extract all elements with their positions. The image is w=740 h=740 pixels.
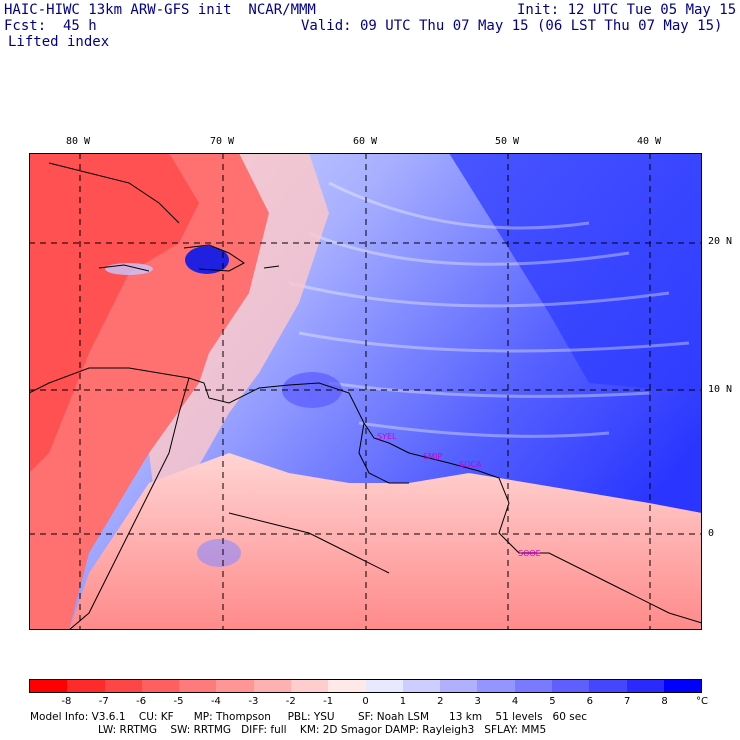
colorbar-segment (514, 680, 552, 692)
station-smjp: SMJP (423, 452, 443, 461)
forecast-hour: Fcst: 45 h (4, 18, 97, 34)
jamaica-pale-patch (105, 263, 153, 275)
transition-region (149, 153, 329, 533)
colorbar-segment (253, 680, 291, 692)
colorbar-segment (589, 680, 627, 692)
colorbar-segment (626, 680, 664, 692)
lon-label-70w: 70 W (210, 136, 235, 147)
coastlines (28, 162, 703, 631)
colorbar-tick-label: 1 (399, 696, 407, 707)
colorbar-segment (402, 680, 441, 692)
lon-label-60w: 60 W (353, 136, 378, 147)
model-info-line1: Model Info: V3.6.1 CU: KF MP: Thompson P… (30, 711, 587, 723)
colorbar-tick-label: 8 (661, 696, 668, 707)
colorbar-segment (104, 680, 142, 692)
colorbar-segment (141, 680, 180, 692)
lon-label-80w: 80 W (66, 136, 91, 147)
station-syel: SYEL (377, 432, 397, 441)
amazon-blue-patch (197, 539, 241, 567)
model-title: HAIC-HIWC 13km ARW-GFS init NCAR/MMM (4, 2, 316, 18)
colorbar-segment (365, 680, 403, 692)
colorbar (29, 679, 702, 693)
colorbar-tick-label: 7 (624, 696, 631, 707)
colorbar-tick-label: -6 (136, 696, 147, 707)
colorbar-segment (216, 680, 254, 692)
colorbar-segment (477, 680, 515, 692)
strong-unstable-region (29, 153, 199, 473)
colorbar-tick-label: 4 (511, 696, 519, 707)
hispaniola-blue-patch (185, 246, 229, 274)
colorbar-tick-label: -7 (98, 696, 109, 707)
station-soca: SOCA (459, 460, 482, 469)
station-sooe: SOOE (518, 549, 541, 558)
colorbar-segment (663, 680, 702, 692)
colorbar-unit: °C (696, 696, 708, 707)
valid-time: Valid: 09 UTC Thu 07 May 15 (06 LST Thu … (301, 18, 723, 34)
south-america-unstable-region (69, 453, 702, 630)
lat-label-20n: 20 N (708, 236, 733, 247)
map-frame (29, 153, 702, 630)
colorbar-segment (179, 680, 217, 692)
lat-label-10n: 10 N (708, 384, 733, 395)
field-name: Lifted index (8, 34, 110, 50)
colorbar-tick-label: -3 (248, 696, 259, 707)
colorbar-tick-label: 0 (362, 696, 369, 707)
colorbar-tick-label: 3 (474, 696, 481, 707)
colorbar-segment (67, 680, 105, 692)
colorbar-tick-label: 6 (586, 696, 594, 707)
lon-label-50w: 50 W (495, 136, 520, 147)
very-stable-region (449, 153, 702, 393)
model-info-line2: LW: RRTMG SW: RRTMG DIFF: full KM: 2D Sm… (98, 724, 547, 736)
colorbar-tick-label: 5 (549, 696, 556, 707)
colorbar-segment (551, 680, 590, 692)
lat-label-0: 0 (708, 528, 715, 539)
lifted-index-map (28, 153, 703, 631)
colorbar-tick-label: -2 (285, 696, 296, 707)
init-time: Init: 12 UTC Tue 05 May 15 (517, 2, 737, 18)
colorbar-tick-label: -8 (61, 696, 72, 707)
lon-label-40w: 40 W (637, 136, 662, 147)
colorbar-tick-label: -5 (173, 696, 184, 707)
colorbar-tick-label: 2 (437, 696, 444, 707)
colorbar-segment (30, 680, 68, 692)
colorbar-tick-label: -1 (323, 696, 334, 707)
lat-lon-grid (29, 153, 702, 630)
colorbar-tick-label: -4 (210, 696, 221, 707)
colorbar-segment (328, 680, 366, 692)
colorbar-segment (290, 680, 329, 692)
venezuela-blue-patch (282, 372, 342, 408)
colorbar-segment (440, 680, 478, 692)
